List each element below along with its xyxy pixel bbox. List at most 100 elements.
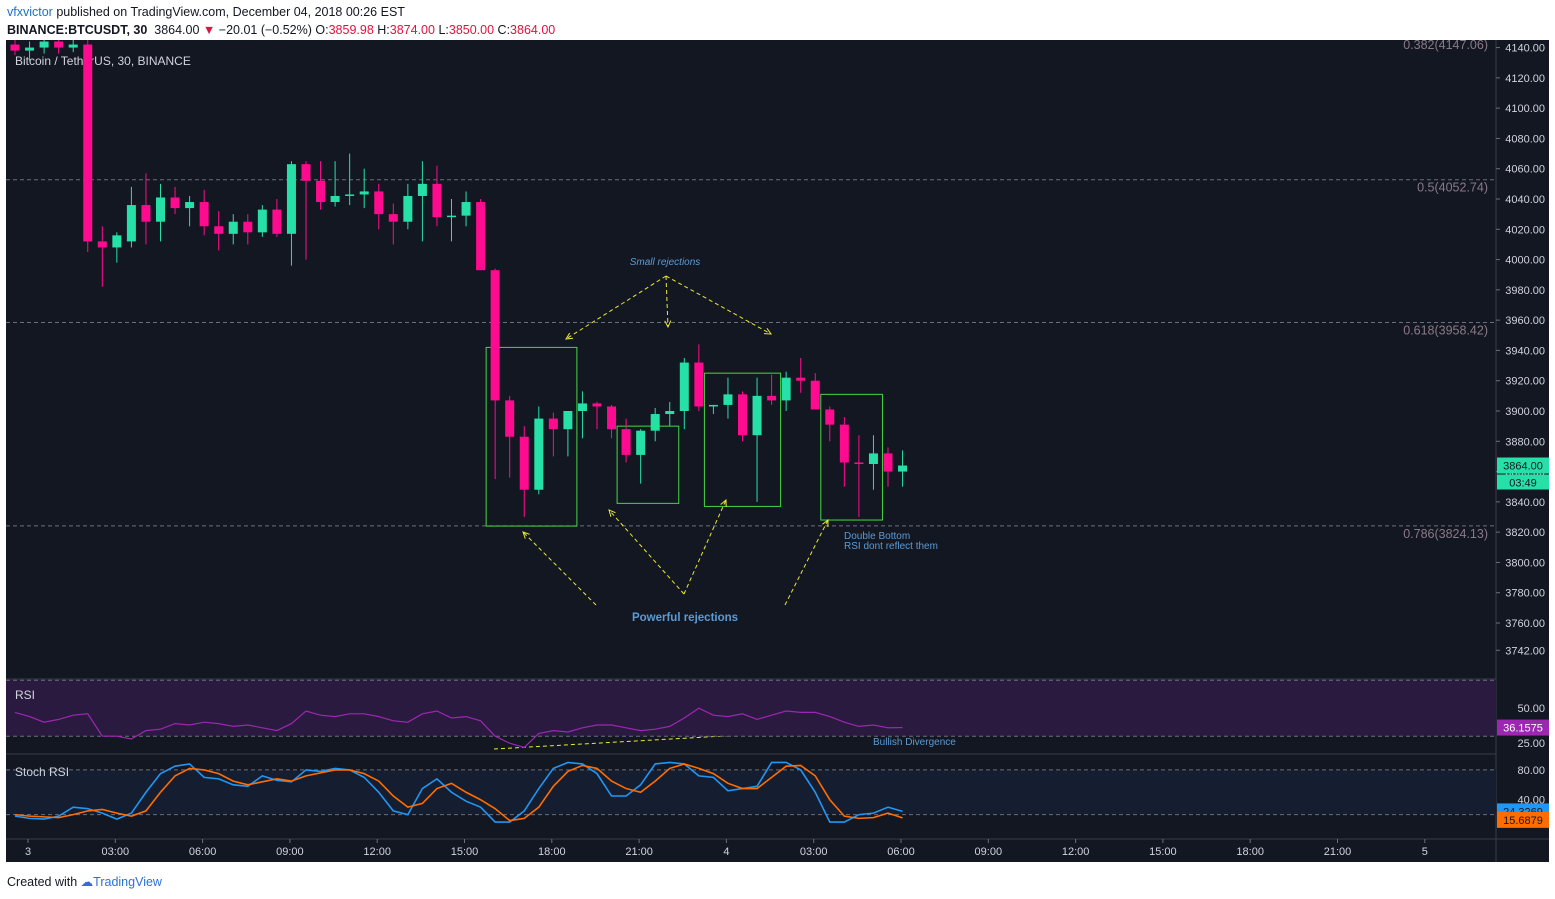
candle-body [97,241,107,248]
candle-body [83,44,93,242]
price-axis[interactable]: 3742.00 3760.00 3780.00 3800.00 3820.00 3840.… [1496,43,1549,828]
candle-body [607,406,617,430]
time-tick-label: 18:00 [538,846,566,858]
price-pane[interactable]: Bitcoin / TetherUS, 30, BINANCE 0.382(414… [6,40,1549,862]
candle-body [563,411,573,430]
double-bottom-label: Double Bottom [844,531,910,542]
author-link[interactable]: vfxvictor [7,5,53,19]
stoch-k-line [14,761,903,823]
time-tick-label: 21:00 [1324,846,1352,858]
candle-body [257,209,267,233]
annotation-arrow [565,275,667,340]
time-axis[interactable]: 3 03:00 06:00 09:00 12:00 15:00 18:00 21:00 4 03:… [25,839,1428,858]
annotation-arrow [784,519,829,606]
rejection-box [820,393,883,521]
rsi-label: RSI [15,688,35,702]
publish-info: published on TradingView.com, December 0… [52,5,405,19]
stoch-tick-label: 80.00 [1517,765,1545,777]
rsi-tick-label: 50.00 [1517,703,1545,715]
price-tick-label: 4140.00 [1505,43,1545,55]
bullish-divergence-label: Bullish Divergence [873,737,956,748]
candle-body [25,47,35,51]
arrow-head [608,509,616,517]
high-value: 3874.00 [389,23,435,37]
candle-body [214,226,224,234]
candle-body [868,453,878,464]
candle-body [679,362,689,411]
chart-background [6,40,1549,862]
stoch-rsi-pane[interactable]: Stoch RSI [6,761,1496,823]
candle-body [665,411,675,415]
annotation-arrow [683,499,727,595]
rsi-pane[interactable]: RSI [6,679,1496,749]
countdown-tag [1497,474,1549,490]
price-tick-label: 3980.00 [1505,285,1545,297]
price-tick-label: 4120.00 [1505,73,1545,85]
time-tick-label: 03:00 [800,846,828,858]
time-tick-label: 21:00 [625,846,653,858]
rejection-box [616,425,680,504]
last-price-label: 3864.00 [1503,461,1543,473]
candle-body [54,41,64,48]
candle-body [636,430,646,455]
candle-body [476,202,486,271]
price-tick-label: 3820.00 [1505,527,1545,539]
annotation-arrow [522,531,597,606]
created-with-label: Created with [7,875,78,889]
time-tick-label: 06:00 [189,846,217,858]
rsi-value-label: 36.1575 [1503,723,1543,735]
candle-body [447,215,456,218]
candle-body [141,205,151,222]
arrow-head [720,498,727,508]
candle-body [39,41,49,48]
countdown-label: 03:49 [1509,478,1537,490]
annotation-arrow [608,509,685,595]
down-arrow-icon: ▼ [202,23,216,37]
candle-body [577,403,587,411]
candle-body [898,465,908,472]
footer: Created with ☁TradingView [7,874,162,889]
time-tick-label: 09:00 [975,846,1003,858]
candle-body [126,205,136,242]
low-value: 3850.00 [448,23,495,37]
open-value: 3859.98 [328,23,374,37]
time-tick-label: 15:00 [1149,846,1177,858]
time-tick-label: 12:00 [1062,846,1090,858]
trading-chart[interactable]: Bitcoin / TetherUS, 30, BINANCE 0.382(414… [6,40,1549,862]
candle-body [592,403,602,407]
tradingview-brand[interactable]: TradingView [93,875,162,889]
candle-body [738,394,747,436]
arrow-head [822,518,829,528]
candle-body [810,380,820,410]
candle-body [359,191,369,195]
candle-body [781,377,791,401]
time-tick-label: 18:00 [1236,846,1264,858]
stoch-band-fill [6,769,1496,815]
candle-body [199,202,209,227]
candle-body [68,44,78,48]
candle-body [432,183,442,218]
candle-body [548,418,558,430]
open-label: O: [315,23,329,37]
rsi-note-label: RSI dont reflect them [844,541,938,552]
price-tick-label: 4020.00 [1505,224,1545,236]
candle-body [519,436,529,490]
price-tick-label: 4100.00 [1505,103,1545,115]
time-tick-label: 03:00 [102,846,130,858]
price-change: −20.01 (−0.52%) [218,23,312,37]
time-tick-label: 15:00 [451,846,479,858]
candle-body [883,453,893,472]
price-tick-label: 3960.00 [1505,315,1545,327]
price-tick-label: 3780.00 [1505,588,1545,600]
close-value: 3864.00 [510,23,556,37]
price-tick-label: 3880.00 [1505,436,1545,448]
stoch-d-line [14,763,903,822]
symbol-label: BINANCE:BTCUSDT, 30 [7,23,148,37]
candle-body [301,164,311,181]
arrow-head [565,332,574,340]
candle-body [621,429,631,455]
candle-body [854,462,864,464]
powerful-rejections-label: Powerful rejections [632,612,738,624]
arrow-head [522,531,530,539]
price-tick-label: 4040.00 [1505,194,1545,206]
